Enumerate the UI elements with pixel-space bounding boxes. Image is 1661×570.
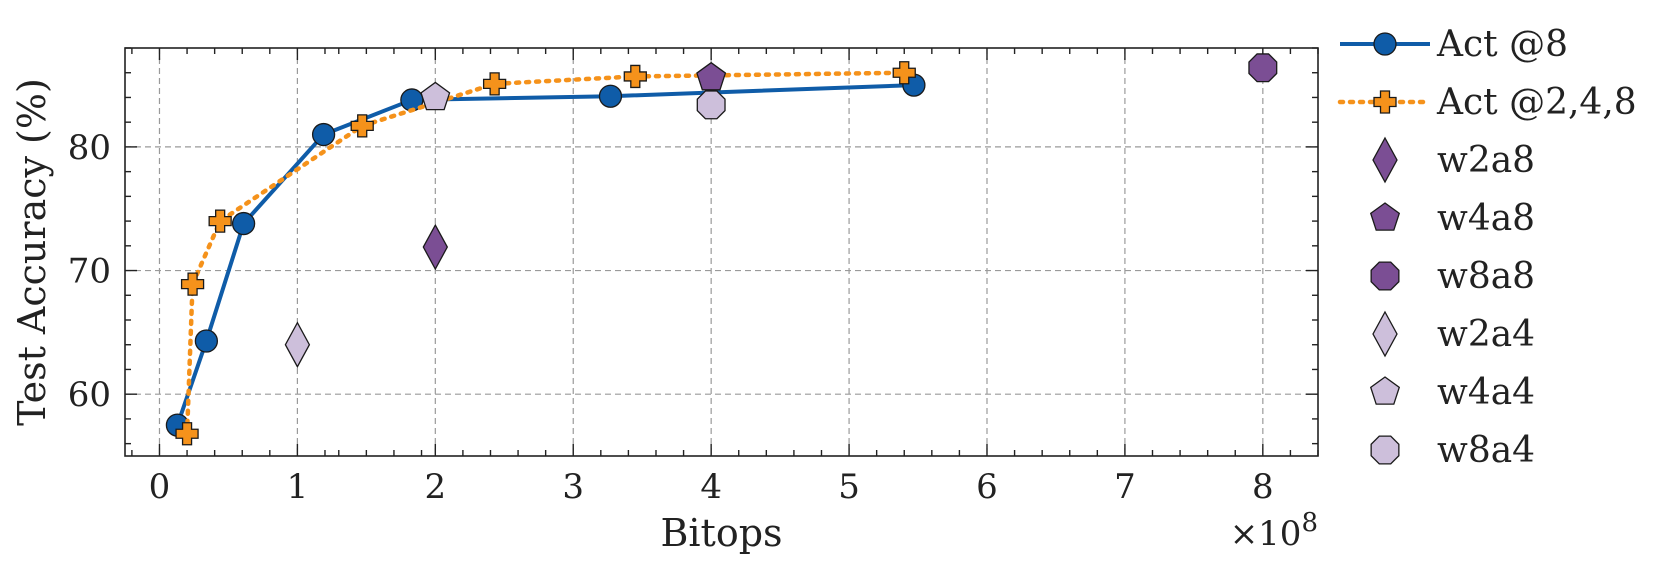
legend-entry: w2a8 [1372, 136, 1535, 184]
data-point-circle [231, 211, 256, 236]
x-tick-label: 2 [424, 467, 446, 507]
legend-marker-plus [1373, 90, 1397, 114]
legend-label: w8a8 [1437, 256, 1535, 297]
data-point-pentagon [420, 81, 451, 111]
legend-marker-circle [1373, 32, 1397, 56]
data-point-diamond [284, 321, 311, 369]
x-tick-label: 3 [562, 467, 584, 507]
series-line [175, 83, 914, 426]
legend-marker-octagon [1370, 435, 1400, 465]
legend-marker-octagon [1370, 261, 1400, 291]
x-tick-label: 1 [287, 467, 309, 507]
legend-marker-diamond [1372, 136, 1398, 184]
legend-label: w4a4 [1437, 372, 1535, 413]
x-axis-multiplier-exponent: 8 [1301, 508, 1318, 538]
series-act-8 [165, 73, 926, 437]
x-tick-label: 6 [976, 467, 998, 507]
legend-label: w2a4 [1437, 314, 1535, 355]
legend-label: Act @8 [1436, 24, 1568, 65]
series-line [184, 70, 907, 436]
data-point-circle [194, 329, 219, 353]
series-w2a4 [284, 321, 311, 369]
data-point-octagon [1248, 53, 1278, 83]
legend-entry: w4a8 [1369, 198, 1535, 239]
plot-frame [124, 47, 1319, 457]
data-point-plus [623, 64, 647, 89]
legend-label: Act @2,4,8 [1436, 82, 1637, 123]
data-point-plus [482, 72, 507, 96]
grid-lines [125, 48, 1318, 456]
data-point-circle [311, 122, 336, 147]
legend-marker-pentagon [1369, 202, 1401, 231]
data-point-plus [208, 209, 232, 233]
data-point-plus [892, 61, 916, 85]
series-w4a8 [696, 61, 727, 91]
legend-entry: Act @2,4,8 [1337, 82, 1637, 123]
x-axis-label: Bitops [660, 511, 782, 555]
x-axis-multiplier-base: ×10 [1230, 514, 1302, 554]
data-point-plus [175, 422, 199, 446]
series-w2a8 [422, 223, 449, 271]
series-layer [165, 53, 1278, 446]
y-tick-label: 60 [68, 375, 111, 415]
x-axis-multiplier: ×108 [1230, 508, 1318, 554]
x-tick-label: 4 [700, 467, 722, 507]
legend-entry: w4a4 [1369, 372, 1535, 413]
x-tick-label: 8 [1252, 467, 1274, 507]
legend-entry: w8a8 [1370, 256, 1535, 297]
series-w8a4 [696, 90, 726, 120]
y-tick-label: 70 [68, 252, 111, 292]
legend-label: w2a8 [1437, 140, 1535, 181]
data-point-octagon [696, 90, 726, 120]
legend: Act @8 Act @2,4,8 w2a8 w4a8 w8a8 w2a4 w4a4 w8a4 [1337, 24, 1637, 471]
legend-entry: w2a4 [1372, 310, 1535, 358]
x-tick-label: 5 [838, 467, 860, 507]
legend-label: w4a8 [1437, 198, 1535, 239]
legend-marker-diamond [1372, 310, 1398, 358]
series-w4a4 [420, 81, 451, 111]
data-point-plus [180, 272, 205, 296]
series-act-2-4-8 [175, 61, 916, 446]
data-point-circle [598, 84, 623, 108]
data-point-diamond [422, 223, 449, 271]
tick-labels: 0 1 2 3 4 5 6 7 8 60 70 80 [68, 128, 1274, 507]
data-point-plus [350, 114, 374, 138]
legend-label: w8a4 [1437, 430, 1535, 471]
axis-ticks [125, 47, 1319, 456]
legend-entry: Act @8 [1340, 24, 1568, 65]
legend-marker-pentagon [1369, 376, 1401, 405]
legend-entry: w8a4 [1370, 430, 1535, 471]
y-axis-label: Test Accuracy (%) [10, 78, 54, 426]
y-tick-label: 80 [68, 128, 111, 168]
x-tick-label: 7 [1114, 467, 1136, 507]
data-point-pentagon [696, 61, 727, 91]
series-w8a8 [1248, 53, 1278, 83]
x-tick-label: 0 [149, 467, 171, 507]
